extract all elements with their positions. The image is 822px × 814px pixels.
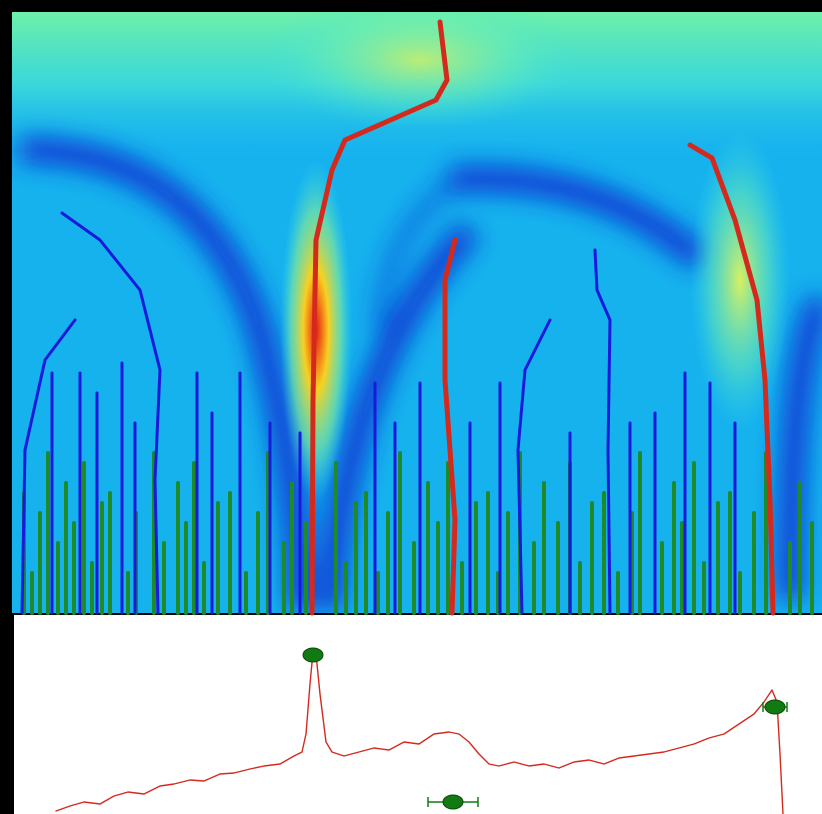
peak-marker: [442, 794, 464, 810]
heatmap: [12, 12, 822, 613]
blue-ridge: [60, 211, 162, 615]
peak-marker: [302, 647, 324, 663]
spectrum-panel: [14, 615, 822, 814]
peak-marker: [764, 699, 786, 715]
red-ridge: [309, 19, 450, 616]
red-ridge: [442, 237, 458, 616]
plots: [20, 19, 814, 814]
blue-ridge: [516, 318, 552, 615]
red-ridge: [687, 142, 776, 616]
blue-ridge: [20, 318, 77, 615]
spectrum-line: [55, 651, 784, 814]
blue-ridge: [593, 248, 612, 615]
